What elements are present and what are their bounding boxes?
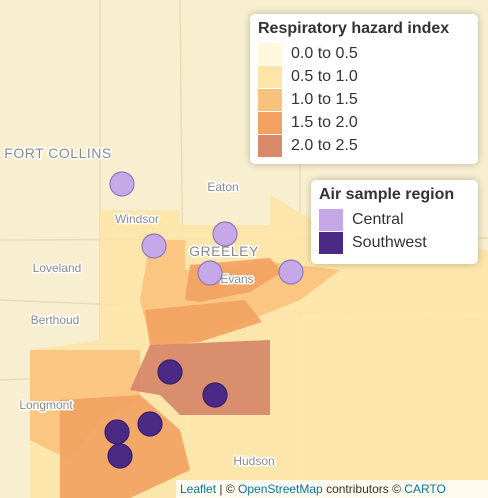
legend-swatch — [258, 88, 282, 111]
place-label: Evans — [220, 272, 253, 286]
sample-points — [104, 171, 304, 469]
central-point[interactable] — [197, 260, 223, 286]
legend-title: Respiratory hazard index — [258, 20, 450, 37]
legend-swatch — [258, 111, 282, 134]
place-label: GREELEY — [189, 243, 259, 259]
place-label: Berthoud — [31, 313, 80, 327]
leaflet-link[interactable]: Leaflet — [180, 482, 217, 496]
place-label: Longmont — [19, 398, 73, 412]
attribution-text: contributors © — [326, 482, 401, 496]
legend-row: Central — [319, 208, 469, 231]
carto-link[interactable]: CARTO — [404, 482, 446, 496]
zone — [130, 340, 270, 415]
attribution-text: | © — [219, 482, 235, 496]
legend-row: 0.5 to 1.0 — [258, 65, 469, 88]
zone — [145, 300, 262, 347]
legend-row: Southwest — [319, 231, 469, 254]
place-label: FORT COLLINS — [4, 145, 111, 161]
legend-row: 2.0 to 2.5 — [258, 134, 469, 157]
attribution: Leaflet | © OpenStreetMap contributors ©… — [176, 480, 488, 498]
southwest-point[interactable] — [202, 382, 228, 408]
place-label: Loveland — [33, 261, 82, 275]
place-label: Windsor — [115, 212, 159, 226]
central-point[interactable] — [212, 221, 238, 247]
southwest-point[interactable] — [104, 419, 130, 445]
legend-label: Southwest — [352, 233, 427, 251]
legend-swatch — [319, 208, 343, 231]
legend-row: 0.0 to 0.5 — [258, 42, 469, 65]
hazard-legend: Respiratory hazard index 0.0 to 0.5 0.5 t… — [250, 14, 478, 164]
central-point[interactable] — [141, 233, 167, 259]
place-labels: FORT COLLINS Eaton Windsor GREELEY Lovel… — [3, 144, 276, 470]
place-label: Hudson — [233, 454, 274, 468]
legend-title: Air sample region — [319, 186, 455, 203]
southwest-point[interactable] — [137, 411, 163, 437]
legend-label: 1.5 to 2.0 — [291, 113, 358, 131]
central-point[interactable] — [109, 171, 135, 197]
legend-swatch — [319, 231, 343, 254]
legend-label: 0.0 to 0.5 — [291, 44, 358, 62]
legend-label: 0.5 to 1.0 — [291, 67, 358, 85]
legend-row: 1.0 to 1.5 — [258, 88, 469, 111]
central-point[interactable] — [278, 259, 304, 285]
legend-row: 1.5 to 2.0 — [258, 111, 469, 134]
region-legend: Air sample region Central Southwest — [311, 180, 478, 264]
southwest-point[interactable] — [107, 443, 133, 469]
legend-label: 2.0 to 2.5 — [291, 136, 358, 154]
legend-swatch — [258, 134, 282, 157]
osm-link[interactable]: OpenStreetMap — [238, 482, 323, 496]
legend-label: 1.0 to 1.5 — [291, 90, 358, 108]
place-label: Eaton — [207, 180, 238, 194]
legend-swatch — [258, 42, 282, 65]
southwest-point[interactable] — [157, 359, 183, 385]
legend-swatch — [258, 65, 282, 88]
legend-label: Central — [352, 210, 404, 228]
